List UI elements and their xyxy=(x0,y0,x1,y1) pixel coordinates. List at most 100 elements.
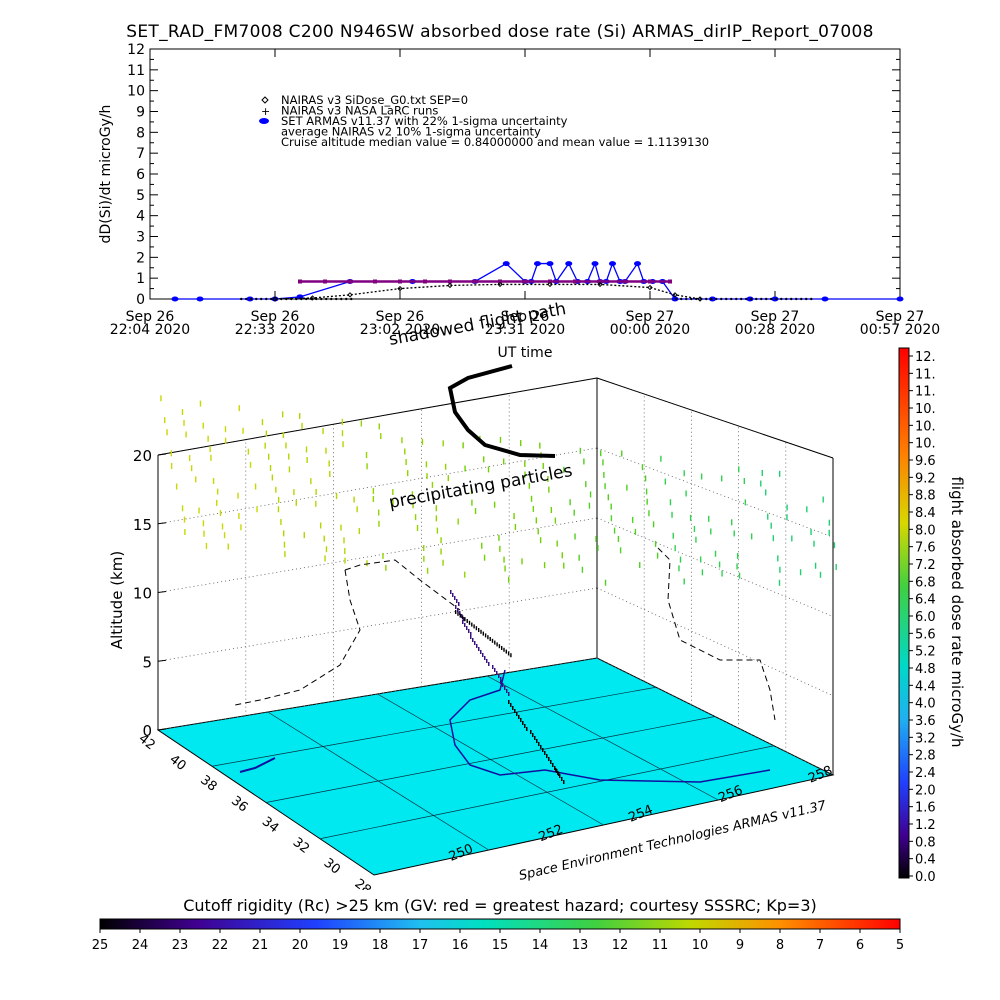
particle-mark xyxy=(683,578,685,585)
data-point xyxy=(547,281,553,288)
data-point xyxy=(573,279,577,284)
particle-mark xyxy=(269,464,272,471)
rc-tick-label: 16 xyxy=(452,938,469,953)
particle-mark xyxy=(170,450,173,457)
y-tick-label: 1 xyxy=(136,271,145,287)
particle-mark xyxy=(791,535,793,542)
particle-mark xyxy=(283,541,286,548)
particle-mark xyxy=(710,528,712,535)
particle-mark xyxy=(585,481,587,488)
particle-mark xyxy=(543,562,546,569)
particle-mark xyxy=(765,489,767,496)
flight-path-mark xyxy=(503,647,505,652)
particle-mark xyxy=(342,441,344,448)
data-point xyxy=(348,279,352,284)
y-tick-label: 2 xyxy=(136,250,145,266)
data-point xyxy=(323,279,327,284)
z-tick-label: 5 xyxy=(142,653,152,671)
particle-mark xyxy=(328,460,330,467)
flight-path-mark xyxy=(489,637,491,641)
flight-path-mark xyxy=(532,733,534,737)
particle-mark xyxy=(295,499,297,506)
particle-mark xyxy=(574,533,576,540)
particle-mark xyxy=(353,496,355,503)
particle-mark xyxy=(436,527,439,534)
particle-mark xyxy=(621,450,623,457)
particle-mark xyxy=(610,515,613,522)
data-point xyxy=(668,279,672,284)
flight-path-mark xyxy=(496,671,498,675)
data-point xyxy=(534,261,541,267)
particle-mark xyxy=(254,483,257,490)
particle-mark xyxy=(539,442,541,449)
baseline-point xyxy=(295,297,298,301)
baseline-point xyxy=(245,297,248,301)
particle-mark xyxy=(550,507,553,514)
particle-mark xyxy=(282,432,285,439)
particle-mark xyxy=(828,519,831,526)
baseline-point xyxy=(305,297,308,301)
particle-mark xyxy=(301,422,303,429)
particle-mark xyxy=(685,490,687,497)
particle-mark xyxy=(786,514,788,521)
particle-mark xyxy=(530,495,533,502)
flight-path-mark xyxy=(480,629,482,634)
particle-mark xyxy=(343,537,345,544)
particle-mark xyxy=(547,476,549,483)
flight-path-mark xyxy=(470,632,472,636)
particle-mark xyxy=(411,491,414,498)
particle-mark xyxy=(444,463,447,470)
flight-path-mark xyxy=(498,644,501,649)
flight-path-mark xyxy=(466,619,468,623)
particle-mark xyxy=(814,562,817,569)
x-tick-label: 23:31 2020 xyxy=(485,322,565,338)
particle-mark xyxy=(426,567,429,574)
particle-mark xyxy=(277,496,280,503)
particle-mark xyxy=(573,509,575,516)
particle-mark xyxy=(499,436,502,443)
data-point xyxy=(347,292,353,298)
z-tick xyxy=(157,591,167,593)
particle-mark xyxy=(319,522,322,529)
baseline-point xyxy=(740,297,743,301)
flight-path-mark xyxy=(454,596,456,600)
rc-tick-label: 22 xyxy=(212,938,229,953)
particle-mark xyxy=(524,460,526,467)
colorbar-tick-label: 4.8 xyxy=(915,662,936,677)
projected-flight-path xyxy=(447,364,556,458)
particle-mark xyxy=(407,470,409,477)
particle-mark xyxy=(589,491,592,498)
flight-path-mark xyxy=(494,668,496,672)
baseline-point xyxy=(735,297,738,301)
flight-path-mark xyxy=(486,659,488,663)
particle-mark xyxy=(504,565,506,572)
flight-path-mark xyxy=(505,649,507,654)
particle-mark xyxy=(322,428,324,435)
wall-top-edge xyxy=(596,377,834,459)
particle-mark xyxy=(303,532,305,539)
lat-tick-label: 40 xyxy=(166,752,188,774)
flight-path-mark xyxy=(496,642,498,647)
particle-mark xyxy=(646,498,648,505)
particle-mark xyxy=(693,525,696,532)
particle-mark xyxy=(219,510,222,517)
flight-path-mark xyxy=(506,689,508,693)
baseline-point xyxy=(320,297,323,301)
particle-mark xyxy=(315,488,317,495)
data-point xyxy=(523,279,527,284)
z-tick-label: 10 xyxy=(133,585,152,603)
particle-mark xyxy=(513,513,515,520)
series-line xyxy=(274,283,701,300)
legend-marker: + xyxy=(261,105,270,118)
particle-mark xyxy=(224,426,227,433)
colorbar-tick-label: 0.8 xyxy=(915,835,936,850)
colorbar-label: flight absorbed dose rate microGy/h xyxy=(948,476,966,747)
flight-path-mark xyxy=(455,610,457,614)
particle-mark xyxy=(660,455,662,462)
particle-mark xyxy=(521,558,523,565)
shadow-path xyxy=(344,559,461,611)
data-point xyxy=(709,296,716,302)
flight-path-mark xyxy=(488,662,490,666)
x-tick-label: Sep 27 xyxy=(751,309,800,325)
rc-tick-label: 25 xyxy=(92,938,109,953)
